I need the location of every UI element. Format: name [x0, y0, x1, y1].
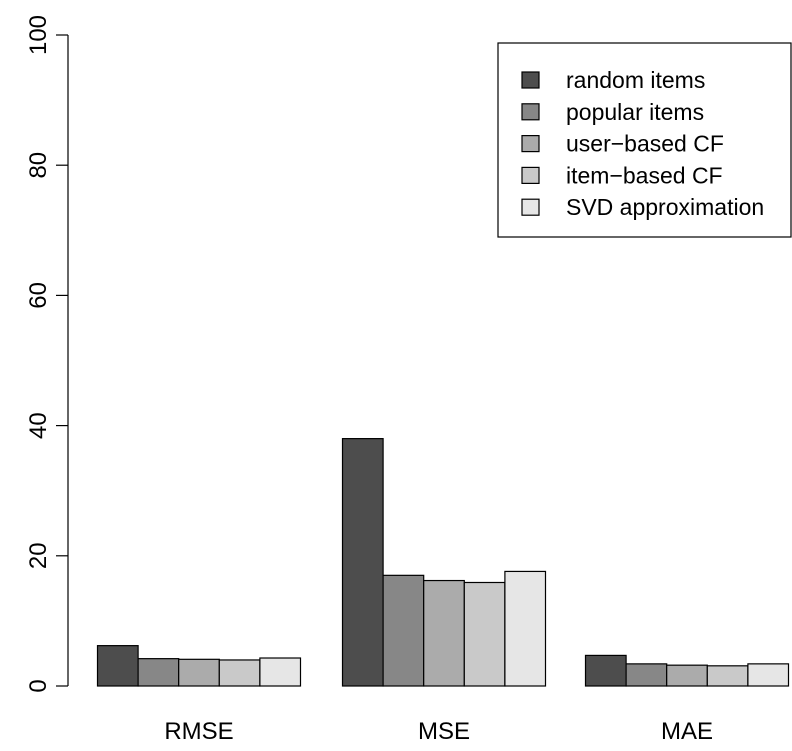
legend-label: user−based CF: [566, 131, 724, 157]
bar: [137, 658, 180, 687]
bar: [666, 664, 708, 687]
bar: [96, 645, 139, 687]
legend-label: popular items: [566, 99, 704, 125]
legend-label: SVD approximation: [566, 194, 764, 220]
legend-box: [497, 42, 792, 238]
y-tick-label: 60: [25, 282, 52, 309]
bar: [178, 658, 220, 687]
legend-swatch: [521, 198, 540, 216]
legend-swatch: [521, 166, 540, 184]
bar: [625, 663, 668, 687]
legend-swatch: [521, 103, 540, 121]
y-tick-label: 100: [25, 15, 52, 55]
legend-label: random items: [566, 67, 705, 93]
bar: [259, 657, 302, 687]
bar: [341, 438, 384, 687]
y-tick-label: 0: [25, 679, 52, 692]
bars: [96, 438, 790, 687]
bar: [747, 663, 790, 687]
bar: [218, 659, 261, 687]
legend-label: item−based CF: [566, 162, 723, 188]
y-axis: 0 20 40 60 80 100: [25, 15, 69, 693]
category-label: MSE: [418, 718, 470, 745]
legend: random items popular items user−based CF it…: [497, 42, 792, 238]
category-label: MAE: [661, 718, 713, 745]
legend-swatch: [521, 71, 540, 89]
y-tick-label: 40: [25, 412, 52, 439]
bar: [504, 570, 547, 687]
bar: [584, 654, 627, 687]
y-tick-label: 20: [25, 542, 52, 569]
legend-swatch: [521, 135, 540, 153]
bar: [423, 579, 465, 687]
category-label: RMSE: [164, 718, 233, 745]
bar: [463, 581, 506, 687]
bar: [706, 665, 749, 687]
category-labels: RMSE MSE MAE: [164, 718, 713, 745]
y-tick-label: 80: [25, 152, 52, 179]
bar: [382, 574, 425, 687]
